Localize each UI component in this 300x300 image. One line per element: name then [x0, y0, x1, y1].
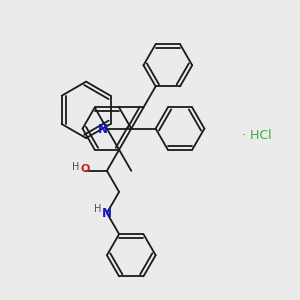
Text: · HCl: · HCl: [242, 129, 272, 142]
Text: N: N: [102, 206, 112, 220]
Text: N: N: [98, 123, 107, 136]
Text: O: O: [80, 164, 89, 174]
Text: H: H: [72, 162, 80, 172]
Text: H: H: [94, 205, 102, 214]
